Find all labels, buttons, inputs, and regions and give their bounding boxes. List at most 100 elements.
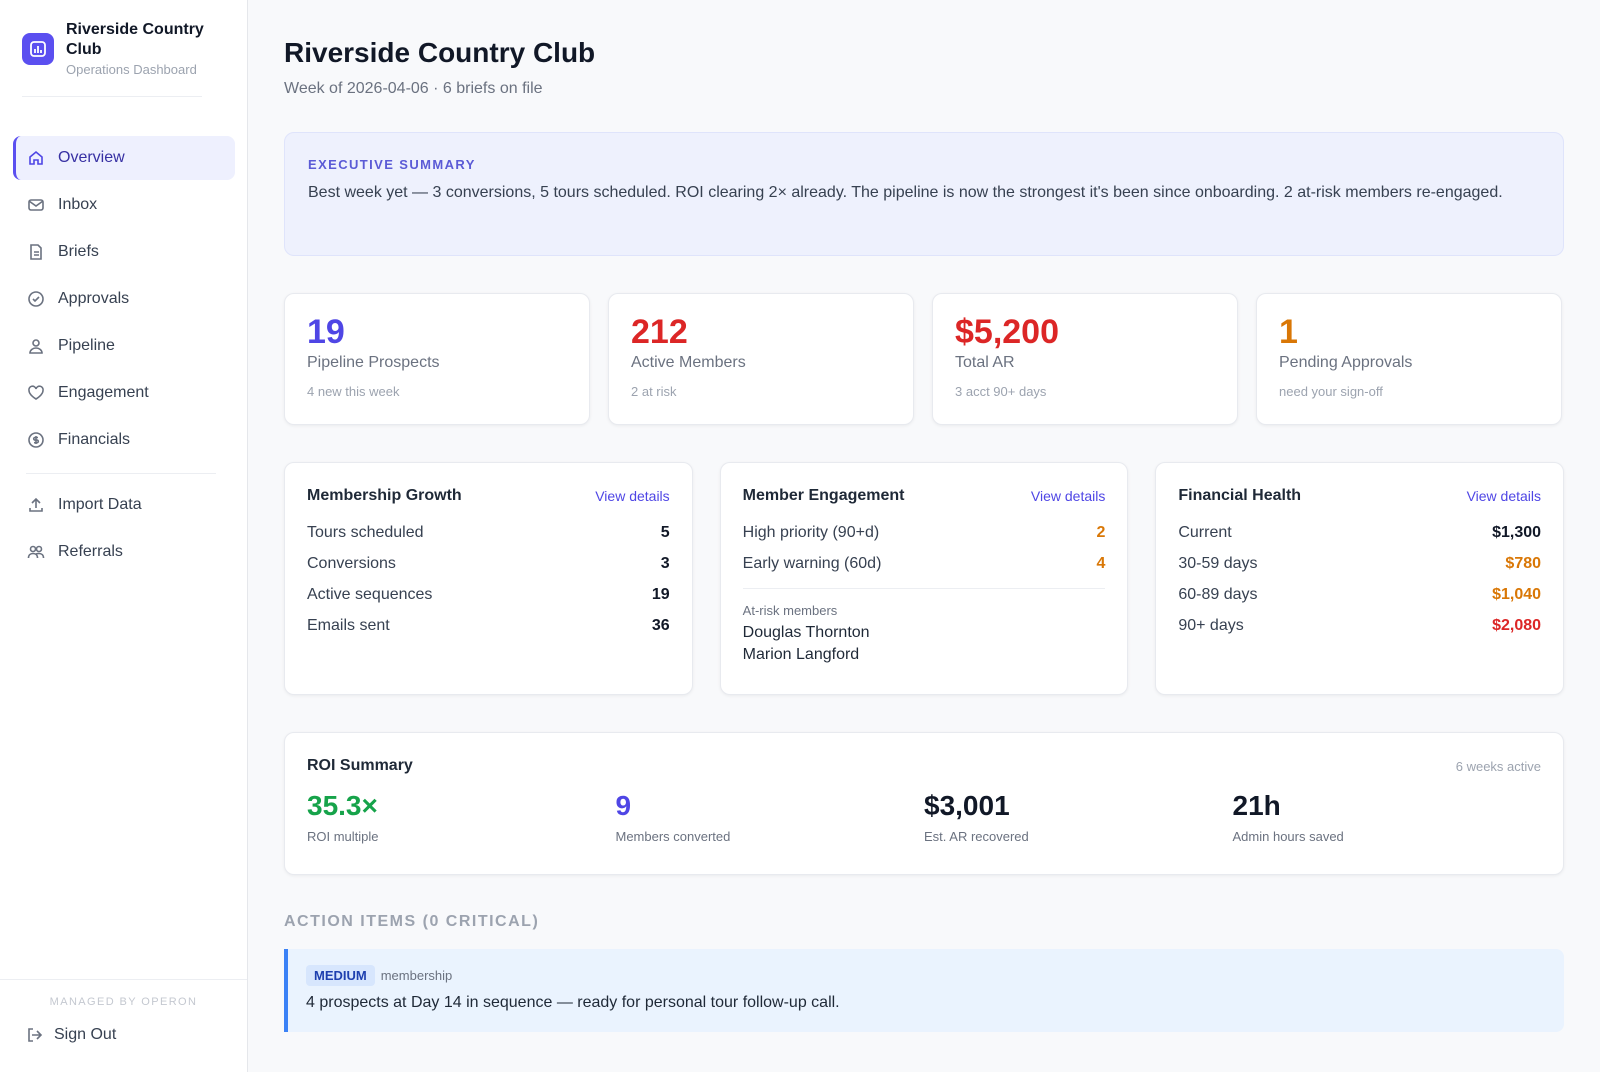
nav-item[interactable]: Briefs (13, 230, 235, 274)
panel-header: Member Engagement View details (743, 487, 1106, 505)
brand-name: Riverside Country Club (66, 21, 204, 58)
kpi-label: Pipeline Prospects (307, 354, 440, 371)
nav-icon (28, 291, 44, 307)
row-label: 30-59 days (1178, 554, 1258, 572)
roi-value: 9 (615, 790, 632, 821)
view-details[interactable]: View details (1030, 488, 1106, 504)
row-value: 2 (1096, 523, 1106, 541)
roi-metrics: 35.3× ROI multiple 9 Members converted $3,00… (307, 789, 1541, 844)
metric-row: 90+ days $2,080 (1178, 610, 1541, 641)
roi-metric: $3,001 Est. AR recovered (924, 789, 1233, 844)
roi-metric: 9 Members converted (616, 789, 925, 844)
nav-icon (28, 199, 44, 211)
nav-icon (28, 385, 44, 400)
view-details[interactable]: View details (595, 488, 670, 504)
divider (26, 473, 216, 474)
row-label: Conversions (307, 554, 396, 572)
nav-item[interactable]: Financials (13, 418, 235, 462)
roi-metric: 35.3× ROI multiple (307, 789, 616, 844)
page-subtitle: Week of 2026-04-06 · 6 briefs on file (284, 80, 543, 97)
kpi-card: 19 Pipeline Prospects 4 new this week (284, 293, 590, 425)
roi-value: 21h (1232, 790, 1281, 821)
nav-label: Import Data (58, 496, 142, 513)
priority-badge: MEDIUM (306, 965, 375, 986)
kpi-label: Pending Approvals (1279, 354, 1413, 371)
row-label: Early warning (60d) (742, 554, 882, 572)
nav-label: Financials (58, 431, 131, 448)
panel-title: Member Engagement (742, 487, 905, 504)
nav-icon (29, 150, 43, 165)
nav-item[interactable]: Pipeline (13, 324, 235, 368)
metric-row: Emails sent 36 (307, 610, 670, 641)
sign-out-label: Sign Out (54, 1026, 117, 1043)
roi-summary: ROI Summary 6 weeks active 35.3× ROI multi… (284, 732, 1564, 875)
executive-summary: EXECUTIVE SUMMARY Best week yet — 3 conv… (284, 132, 1564, 256)
brand: Riverside Country Club Operations Dashbo… (22, 20, 216, 77)
nav-icon (29, 497, 43, 512)
nav-icon (28, 432, 44, 448)
row-label: Active sequences (307, 585, 433, 603)
roi-value: 35.3× (307, 790, 378, 821)
kpi-card: 1 Pending Approvals need your sign-off (1256, 293, 1562, 425)
divider (22, 96, 202, 97)
brand-subtitle: Operations Dashboard (66, 62, 197, 77)
nav-item[interactable]: Overview (13, 136, 235, 180)
panel: Membership Growth View details Tours sched… (284, 462, 693, 695)
roi-label: Admin hours saved (1232, 829, 1344, 844)
row-value: $1,040 (1492, 585, 1542, 603)
kpi-row: 19 Pipeline Prospects 4 new this week 212 Ac… (284, 293, 1564, 425)
nav-item[interactable]: Approvals (13, 277, 235, 321)
nav-label: Overview (58, 149, 125, 166)
sidebar-footer: MANAGED BY OPERON Sign Out (0, 979, 247, 1044)
brand-logo (22, 33, 54, 65)
metric-row: Current $1,300 (1178, 517, 1541, 548)
panel-header: Membership Growth View details (307, 487, 670, 505)
kpi-note: need your sign-off (1279, 384, 1383, 399)
kpi-note: 2 at risk (631, 384, 677, 399)
action-items: MEDIUM membership 4 prospects at Day 14 in… (284, 949, 1564, 1032)
nav-icon (29, 339, 43, 354)
at-risk: At-risk members Douglas Thornton Marion La… (742, 588, 1106, 666)
nav-item[interactable]: Referrals (13, 530, 235, 574)
main: Riverside Country Club Week of 2026-04-0… (284, 0, 1565, 1032)
nav-item[interactable]: Inbox (13, 183, 235, 227)
sidebar: Riverside Country Club Operations Dashbo… (0, 0, 248, 1072)
member-name: Douglas Thornton (742, 624, 870, 641)
kpi-label: Total AR (955, 354, 1015, 371)
panel: Financial Health View details Current $1,30… (1155, 462, 1565, 695)
kpi-value: 1 (1279, 313, 1298, 351)
managed-by: MANAGED BY OPERON (49, 996, 198, 1008)
view-details[interactable]: View details (1466, 488, 1542, 504)
row-value: $780 (1505, 554, 1542, 572)
kpi-card: 212 Active Members 2 at risk (608, 293, 914, 425)
panel-title: Financial Health (1178, 487, 1302, 504)
row-value: $2,080 (1492, 616, 1542, 634)
row-value: 19 (651, 585, 670, 603)
action-meta: MEDIUM membership (306, 965, 1546, 986)
panel: Member Engagement View details High priori… (719, 462, 1129, 695)
panel-header: Financial Health View details (1178, 487, 1541, 505)
row-value: $1,300 (1492, 523, 1542, 541)
kpi-note: 4 new this week (307, 384, 400, 399)
row-label: 60-89 days (1178, 585, 1258, 603)
kpi-card: $5,200 Total AR 3 acct 90+ days (932, 293, 1238, 425)
summary-label: EXECUTIVE SUMMARY (308, 157, 476, 172)
nav-item[interactable]: Engagement (13, 371, 235, 415)
metric-row: 60-89 days $1,040 (1178, 579, 1541, 610)
roi-metric: 21h Admin hours saved (1233, 789, 1542, 844)
sign-out[interactable]: Sign Out (26, 1026, 247, 1044)
roi-label: Est. AR recovered (924, 829, 1029, 844)
row-label: 90+ days (1178, 616, 1244, 634)
action-items-title: ACTION ITEMS (0 CRITICAL) (284, 913, 540, 930)
nav-label: Briefs (58, 243, 99, 260)
roi-note: 6 weeks active (1455, 758, 1541, 774)
action-category: membership (380, 968, 453, 983)
nav-label: Engagement (58, 384, 149, 401)
page-title: Riverside Country Club (284, 37, 596, 68)
row-label: Current (1178, 523, 1232, 541)
metric-row: Conversions 3 (307, 548, 670, 579)
nav-item[interactable]: Import Data (13, 483, 235, 527)
metric-row: Tours scheduled 5 (307, 517, 670, 548)
roi-title: ROI Summary (307, 757, 413, 774)
